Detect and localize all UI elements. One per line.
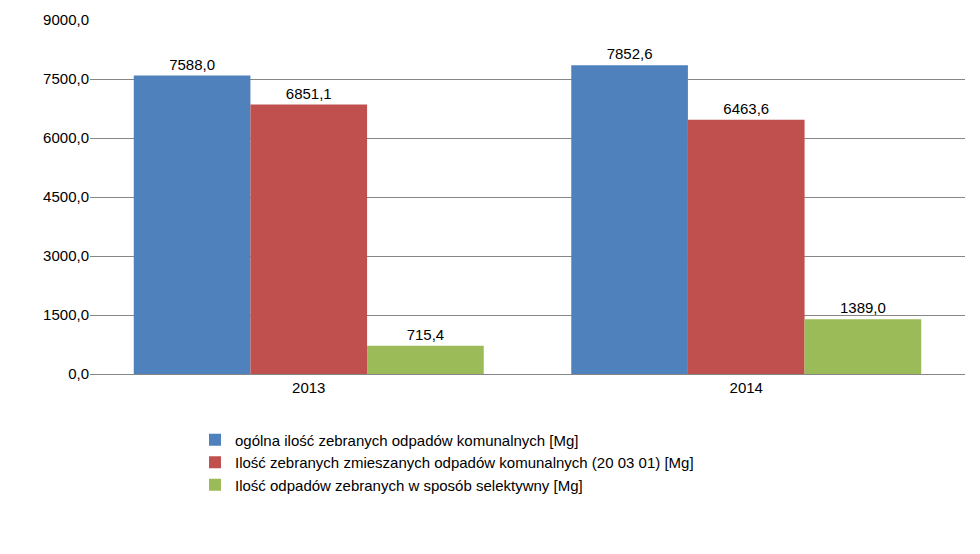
svg-text:3000,0: 3000,0 [43,247,89,264]
svg-text:7500,0: 7500,0 [43,70,89,87]
svg-text:0,0: 0,0 [68,365,89,382]
svg-text:Ilość odpadów zebranych w spos: Ilość odpadów zebranych w sposób selekty… [235,477,583,494]
svg-text:4500,0: 4500,0 [43,188,89,205]
svg-text:2013: 2013 [292,379,325,396]
svg-text:7852,6: 7852,6 [607,45,653,62]
svg-text:Ilość zebranych zmieszanych od: Ilość zebranych zmieszanych odpadów komu… [235,454,694,471]
svg-text:1500,0: 1500,0 [43,306,89,323]
svg-text:1389,0: 1389,0 [840,299,886,316]
svg-text:6851,1: 6851,1 [286,85,332,102]
svg-text:6000,0: 6000,0 [43,129,89,146]
svg-text:715,4: 715,4 [407,326,445,343]
svg-text:ogólna ilość zebranych odpadów: ogólna ilość zebranych odpadów komunalny… [235,432,579,449]
svg-text:2014: 2014 [730,379,763,396]
svg-text:7588,0: 7588,0 [169,56,215,73]
svg-text:9000,0: 9000,0 [43,11,89,28]
svg-text:6463,6: 6463,6 [723,100,769,117]
